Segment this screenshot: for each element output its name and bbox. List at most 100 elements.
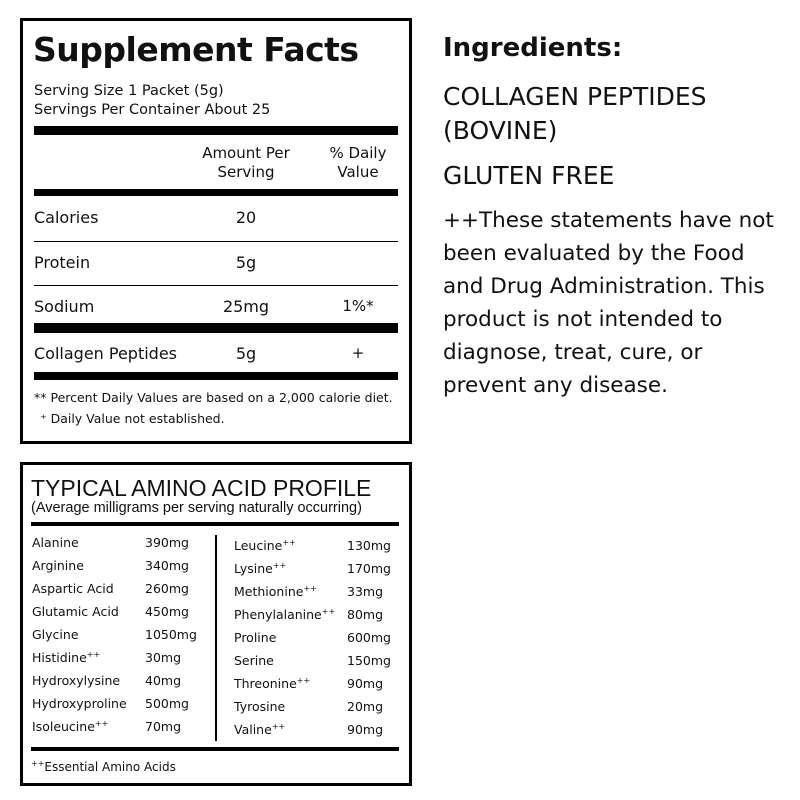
- amino-acid-amount: 600mg: [347, 630, 391, 645]
- amino-acid-label: Lysine: [234, 561, 273, 577]
- amino-title: TYPICAL AMINO ACID PROFILE: [31, 475, 372, 501]
- nutrient-name: Protein: [34, 253, 91, 272]
- amino-acid-name: Hydroxylysine: [32, 673, 120, 688]
- amino-acid-name: Proline: [234, 630, 276, 645]
- footnote-text: Essential Amino Acids: [44, 760, 176, 774]
- column-header: Amount Per Serving: [202, 144, 290, 181]
- amino-acid-name: Lysine++: [234, 561, 286, 576]
- row-line: [34, 241, 398, 242]
- amino-acid-name: Aspartic Acid: [32, 581, 114, 596]
- amino-acid-amount: 390mg: [145, 535, 189, 550]
- amino-panel: [20, 462, 412, 786]
- amino-acid-label: Aspartic Acid: [32, 581, 114, 596]
- amino-acid-label: Histidine: [32, 650, 87, 666]
- marker: ++: [272, 561, 287, 570]
- amino-acid-amount: 90mg: [347, 722, 384, 737]
- nutrient-amount: 5g: [235, 253, 257, 272]
- amino-subtitle: (Average milligrams per serving naturall…: [31, 500, 362, 516]
- marker: ++: [271, 722, 286, 731]
- divider: [34, 126, 398, 135]
- amino-acid-name: Alanine: [32, 535, 79, 550]
- marker: ++: [303, 584, 317, 593]
- amino-acid-amount: 450mg: [145, 604, 189, 619]
- marker: ++: [321, 607, 336, 616]
- amino-acid-amount: 260mg: [145, 581, 189, 596]
- amino-acid-label: Phenylalanine: [234, 607, 322, 623]
- marker: ++: [296, 676, 311, 685]
- servings-per-container: Servings Per Container About 25: [34, 102, 271, 118]
- amino-acid-name: Threonine++: [234, 676, 310, 691]
- divider: [34, 372, 398, 380]
- divider: [31, 522, 399, 526]
- amino-acid-label: Tyrosine: [234, 699, 286, 714]
- amino-acid-amount: 1050mg: [145, 627, 197, 642]
- amino-acid-label: Valine: [234, 722, 272, 738]
- amino-acid-label: Isoleucine: [32, 719, 95, 735]
- amino-acid-amount: 150mg: [347, 653, 391, 668]
- amino-acid-amount: 33mg: [347, 584, 384, 599]
- marker: ++: [86, 650, 101, 659]
- amino-acid-amount: 90mg: [347, 676, 384, 691]
- divider: [31, 747, 399, 751]
- amino-acid-amount: 80mg: [347, 607, 384, 622]
- amino-acid-label: Threonine: [234, 676, 297, 692]
- column-divider: [215, 535, 217, 741]
- amino-acid-label: Arginine: [32, 558, 84, 573]
- footnote: ** Percent Daily Values are based on a 2…: [34, 390, 393, 405]
- nutrient-name: Collagen Peptides: [34, 344, 178, 363]
- nutrient-daily-value: 1%*: [342, 297, 374, 315]
- amino-acid-name: Histidine++: [32, 650, 100, 665]
- nutrient-amount: 25mg: [222, 297, 270, 316]
- amino-acid-name: Glutamic Acid: [32, 604, 119, 619]
- ingredients-heading: Ingredients:: [443, 33, 623, 63]
- amino-footnote: ++Essential Amino Acids: [31, 759, 176, 774]
- facts-panel: [20, 18, 412, 444]
- ingredient: GLUTEN FREE: [443, 161, 615, 190]
- amino-acid-label: Leucine: [234, 538, 283, 554]
- amino-acid-name: Hydroxyproline: [32, 696, 127, 711]
- amino-acid-label: Alanine: [32, 535, 79, 550]
- amino-acid-label: Glycine: [32, 627, 79, 642]
- amino-acid-label: Proline: [234, 630, 277, 645]
- facts-title: Supplement Facts: [33, 30, 359, 69]
- nutrient-amount: 5g: [235, 344, 257, 363]
- amino-acid-name: Phenylalanine++: [234, 607, 335, 622]
- amino-acid-name: Leucine++: [234, 538, 296, 553]
- amino-acid-label: Hydroxyproline: [32, 696, 127, 711]
- column-header: % Daily Value: [329, 144, 387, 181]
- nutrient-name: Sodium: [34, 297, 95, 316]
- amino-acid-label: Hydroxylysine: [32, 673, 121, 688]
- amino-acid-amount: 70mg: [145, 719, 182, 734]
- footnote: ⁺ Daily Value not established.: [40, 411, 225, 426]
- nutrient-amount: 20: [235, 208, 257, 227]
- amino-acid-label: Methionine: [234, 584, 304, 600]
- amino-acid-amount: 20mg: [347, 699, 384, 714]
- marker: ++: [94, 719, 109, 728]
- amino-acid-name: Tyrosine: [234, 699, 285, 714]
- amino-acid-amount: 340mg: [145, 558, 189, 573]
- nutrient-daily-value: +: [351, 344, 365, 362]
- marker: ++: [31, 759, 45, 768]
- amino-acid-name: Methionine++: [234, 584, 317, 599]
- amino-acid-name: Valine++: [234, 722, 285, 737]
- nutrient-name: Calories: [34, 208, 99, 227]
- amino-acid-label: Glutamic Acid: [32, 604, 119, 619]
- serving-size: Serving Size 1 Packet (5g): [34, 83, 224, 99]
- row-line: [34, 285, 398, 286]
- amino-acid-name: Isoleucine++: [32, 719, 108, 734]
- amino-acid-amount: 130mg: [347, 538, 391, 553]
- amino-acid-amount: 170mg: [347, 561, 391, 576]
- marker: ++: [282, 538, 296, 547]
- divider: [34, 189, 398, 196]
- amino-acid-amount: 30mg: [145, 650, 182, 665]
- amino-acid-name: Glycine: [32, 627, 79, 642]
- amino-acid-name: Arginine: [32, 558, 84, 573]
- amino-acid-name: Serine: [234, 653, 274, 668]
- amino-acid-amount: 40mg: [145, 673, 182, 688]
- amino-acid-label: Serine: [234, 653, 274, 668]
- disclaimer: ++These statements have not been evaluat…: [443, 208, 774, 398]
- divider: [34, 323, 398, 333]
- ingredient: COLLAGEN PEPTIDES (BOVINE): [443, 82, 707, 145]
- amino-acid-amount: 500mg: [145, 696, 189, 711]
